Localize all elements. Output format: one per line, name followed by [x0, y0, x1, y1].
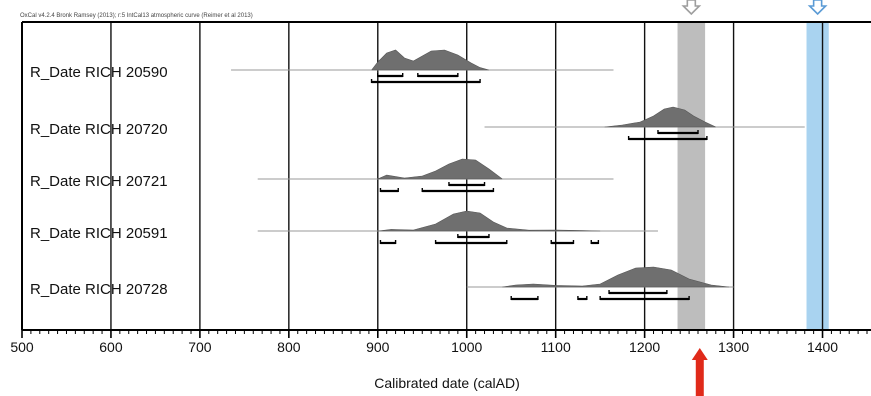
date-row-2: R_Date RICH 20720 [30, 106, 805, 141]
x-tick-label: 900 [366, 339, 390, 355]
x-tick-label: 1300 [718, 339, 749, 355]
highlight-band-2 [806, 22, 829, 330]
x-tick-label: 700 [188, 339, 212, 355]
row-label: R_Date RICH 20591 [30, 225, 168, 242]
x-tick-label: 1400 [807, 339, 838, 355]
date-row-3: R_Date RICH 20721 [30, 158, 614, 193]
x-tick-label: 1200 [629, 339, 660, 355]
red-date-arrow [691, 348, 708, 396]
x-tick-label: 600 [99, 339, 123, 355]
row-label: R_Date RICH 20721 [30, 173, 168, 190]
probability-distribution [371, 49, 490, 71]
date-row-5: R_Date RICH 20728 [30, 266, 734, 301]
probability-distribution [377, 158, 503, 180]
probability-distribution [604, 106, 716, 128]
date-row-4: R_Date RICH 20591 [30, 210, 658, 245]
probability-distribution [377, 210, 601, 232]
row-label: R_Date RICH 20590 [30, 64, 168, 81]
x-axis-title: Calibrated date (calAD) [374, 375, 520, 391]
row-label: R_Date RICH 20720 [30, 121, 168, 138]
date-row-1: R_Date RICH 20590 [30, 49, 614, 84]
band-marker-arrow-2 [807, 0, 828, 16]
x-tick-label: 1000 [451, 339, 482, 355]
band-marker-arrow-1 [681, 0, 702, 16]
chart-header: OxCal v4.2.4 Bronk Ramsey (2013); r:5 In… [20, 13, 253, 19]
x-tick-label: 1100 [541, 339, 571, 355]
probability-distribution [502, 266, 730, 288]
row-label: R_Date RICH 20728 [30, 281, 168, 298]
x-tick-label: 800 [277, 339, 301, 355]
x-tick-label: 500 [10, 339, 34, 355]
